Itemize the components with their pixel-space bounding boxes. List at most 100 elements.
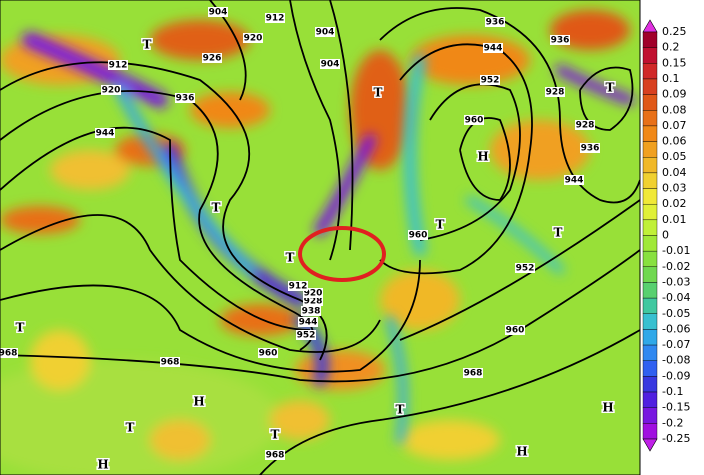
pressure-marker: T (396, 403, 405, 417)
contour-label-bg (202, 53, 222, 63)
contour-label-bg (480, 75, 500, 85)
colorbar-label: 0.06 (662, 135, 687, 148)
contour-label: 960 (259, 349, 278, 359)
colorbar-bin (642, 31, 658, 48)
colorbar-bin (642, 391, 658, 408)
contour-label-bg (265, 13, 285, 23)
colorbar-bin (642, 423, 658, 440)
contour-label-bg (575, 120, 595, 130)
contour-label: 952 (516, 264, 535, 274)
colorbar-bin (642, 313, 658, 330)
highlight-ellipse (298, 226, 386, 282)
colorbar-label: -0.1 (662, 385, 683, 398)
contour-label: 968 (161, 358, 180, 368)
colorbar-bin (642, 407, 658, 424)
colorbar-bin (642, 203, 658, 221)
contour-label-bg (298, 317, 318, 327)
contour-label: 936 (486, 18, 505, 28)
contour-label-bg (545, 87, 565, 97)
contour-label: 920 (102, 86, 121, 96)
colorbar-bin (642, 219, 658, 236)
colorbar-bin (642, 125, 658, 142)
colorbar-bin (642, 141, 658, 158)
contour-label-bg (550, 35, 570, 45)
pressure-marker: H (516, 445, 527, 459)
contour-label-bg (580, 143, 600, 153)
contour-label-bg (463, 368, 483, 378)
colorbar-label: -0.04 (662, 291, 690, 304)
contour-label: 960 (506, 326, 525, 336)
colorbar-label: -0.2 (662, 416, 683, 429)
colorbar-label: -0.09 (662, 369, 690, 382)
contour-label-bg (95, 128, 115, 138)
colorbar-label: 0.08 (662, 103, 687, 116)
contour-label: 912 (109, 61, 128, 71)
contour-label: 944 (565, 176, 584, 186)
contour-label: 912 (266, 14, 285, 24)
colorbar-bin (642, 157, 658, 174)
contour-label-bg (464, 115, 484, 125)
colorbar-label: -0.06 (662, 322, 690, 335)
colorbar-label: 0.07 (662, 119, 687, 132)
colorbar-bin (642, 78, 658, 95)
colorbar-bin (642, 360, 658, 377)
contour-label: 944 (299, 318, 318, 328)
colorbar-bin (642, 110, 658, 127)
colorbar-bin (642, 63, 658, 80)
contour-label-bg (303, 296, 323, 306)
colorbar-label: 0.02 (662, 197, 687, 210)
colorbar-label: -0.05 (662, 307, 690, 320)
contour-label-bg (208, 7, 228, 17)
contour-label-bg (243, 33, 263, 43)
colorbar-label: -0.15 (662, 401, 690, 414)
pressure-marker: T (374, 86, 383, 100)
contour-label: 944 (96, 129, 115, 139)
pressure-marker: T (271, 428, 280, 442)
pressure-marker: T (212, 201, 221, 215)
contour-label: 952 (481, 76, 500, 86)
contour-label-bg (408, 230, 428, 240)
colorbar-label: -0.08 (662, 354, 690, 367)
pressure-marker: T (286, 251, 295, 265)
colorbar-bin (642, 266, 658, 283)
pressure-marker: H (602, 401, 613, 415)
colorbar-label: -0.25 (662, 432, 690, 445)
contour-label: 968 (0, 349, 17, 359)
contour-label-bg (564, 175, 584, 185)
colorbar-label: -0.02 (662, 260, 690, 273)
pressure-marker: H (97, 458, 108, 472)
colorbar-label: 0.01 (662, 213, 687, 226)
contour-label-bg (315, 27, 335, 37)
colorbar-bin (642, 376, 658, 393)
contour-label-bg (108, 60, 128, 70)
colorbar-label: 0.2 (662, 41, 680, 54)
colorbar-label: -0.03 (662, 275, 690, 288)
colorbar-label: -0.01 (662, 244, 690, 257)
contour-label: 944 (484, 44, 503, 54)
pressure-marker: T (143, 38, 152, 52)
contour-label: 936 (581, 144, 600, 154)
contour-label-bg (160, 357, 180, 367)
contour-label-bg (296, 330, 316, 340)
contour-label-bg (0, 348, 18, 358)
pressure-marker: T (126, 421, 135, 435)
contour-label: 936 (176, 94, 195, 104)
colorbar-bin (642, 282, 658, 299)
contour-label: 928 (546, 88, 565, 98)
pressure-marker: H (193, 395, 204, 409)
pressure-marker: T (554, 226, 563, 240)
contour-label-bg (101, 85, 121, 95)
contour-label-bg (303, 288, 323, 298)
colorbar-top-arrow (642, 19, 658, 33)
colorbar-bin (642, 172, 658, 189)
colorbar-bin (642, 94, 658, 111)
contour-label-bg (301, 306, 321, 316)
contour-label: 952 (297, 331, 316, 341)
contour-label: 968 (464, 369, 483, 379)
colorbar-label: -0.07 (662, 338, 690, 351)
contour-label-bg (485, 17, 505, 27)
contour-label-bg (483, 43, 503, 53)
contour-label: 968 (266, 451, 285, 461)
contour-label: 920 (244, 34, 263, 44)
